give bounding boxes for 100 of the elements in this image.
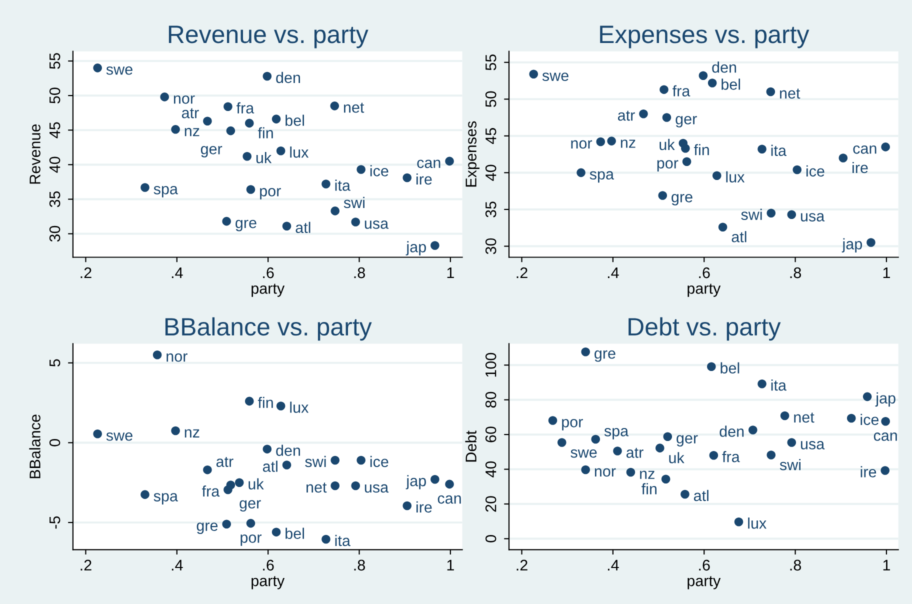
point <box>707 362 716 372</box>
annotation: ire <box>852 162 868 174</box>
point <box>140 183 150 192</box>
annotation: den <box>712 62 736 73</box>
x-tick-label: .4 <box>608 560 619 570</box>
point <box>766 450 776 460</box>
annotation: ita <box>335 534 350 546</box>
annotation: ita <box>335 180 350 191</box>
y-tick-label: 30 <box>485 238 496 254</box>
annotation: atr <box>626 448 644 458</box>
annotation: por <box>260 188 281 200</box>
annotation: can <box>417 160 440 168</box>
point <box>262 444 272 454</box>
point <box>656 444 664 452</box>
point <box>330 206 340 216</box>
annotation: ice <box>370 456 388 468</box>
annotation: ger <box>676 116 697 128</box>
point <box>171 426 180 436</box>
point <box>224 102 232 112</box>
point <box>880 466 890 475</box>
point <box>881 416 890 426</box>
point <box>658 191 668 200</box>
annotation: net <box>794 412 814 423</box>
annotation: gre <box>236 220 256 232</box>
point <box>430 475 440 484</box>
annotation: jap <box>875 392 896 407</box>
point <box>330 456 340 465</box>
point <box>663 432 672 442</box>
annotation: nz <box>184 128 200 136</box>
point <box>272 114 281 124</box>
annotation: nz <box>184 429 200 438</box>
point <box>356 456 366 465</box>
annotation: atr <box>216 456 234 467</box>
point <box>548 416 558 425</box>
annotation: uk <box>256 152 272 164</box>
point <box>330 102 340 110</box>
annotation: spa <box>604 428 629 440</box>
point <box>246 518 256 528</box>
point <box>881 142 890 152</box>
y-axis-title: Expenses <box>466 121 480 187</box>
x-tick-label: .8 <box>790 267 801 278</box>
y-axis-title: Revenue <box>30 124 40 184</box>
annotation: fin <box>642 483 656 494</box>
annotation: atl <box>296 222 310 234</box>
point <box>244 118 254 128</box>
point <box>160 92 169 102</box>
annotation: ice <box>860 414 879 426</box>
point <box>712 171 722 180</box>
point <box>613 446 622 456</box>
annotation: gre <box>672 194 692 206</box>
x-axis-title: party <box>252 284 285 297</box>
y-tick-label: 45 <box>50 122 60 138</box>
point <box>222 216 231 226</box>
point <box>607 136 616 146</box>
y-tick-label: 0 <box>485 535 496 542</box>
point <box>787 210 796 219</box>
point <box>529 70 538 79</box>
point <box>242 152 252 161</box>
point <box>660 85 668 94</box>
y-tick-label: 40 <box>485 164 496 181</box>
annotation: gre <box>594 350 616 362</box>
point <box>581 348 590 356</box>
point <box>787 438 796 447</box>
annotation: jap <box>406 475 426 490</box>
annotation: lux <box>290 146 309 158</box>
point <box>639 109 648 118</box>
annotation: uk <box>669 452 684 464</box>
point <box>682 157 692 166</box>
annotation: spa <box>154 186 178 198</box>
annotation: fra <box>236 102 254 114</box>
point <box>262 72 272 81</box>
annotation: net <box>306 482 327 493</box>
point <box>596 137 606 146</box>
y-tick-label: 55 <box>486 54 496 70</box>
annotation: nor <box>174 95 195 104</box>
point <box>222 520 231 528</box>
y-tick-label: 40 <box>49 156 60 173</box>
annotation: den <box>720 426 744 437</box>
y-tick-label: 35 <box>49 191 60 208</box>
annotation: ita <box>771 144 786 156</box>
point <box>282 222 292 231</box>
chart-title: Expenses vs. party <box>600 26 810 48</box>
y-tick-label: 20 <box>485 496 496 512</box>
point <box>402 501 412 510</box>
annotation: por <box>562 418 583 430</box>
point <box>276 402 286 410</box>
annotation: swi <box>344 196 364 208</box>
point <box>780 411 790 420</box>
annotation: swe <box>542 72 568 82</box>
x-tick-label: .4 <box>172 268 183 278</box>
point <box>698 71 708 80</box>
annotation: ger <box>676 435 698 447</box>
point <box>140 490 150 499</box>
y-tick-label: 50 <box>485 91 496 108</box>
annotation: swi <box>741 208 762 220</box>
chart-title: Revenue vs. party <box>168 26 368 48</box>
annotation: ice <box>806 165 824 177</box>
point <box>171 125 180 134</box>
x-tick-label: .2 <box>516 267 528 278</box>
y-tick-label: 100 <box>485 352 496 377</box>
